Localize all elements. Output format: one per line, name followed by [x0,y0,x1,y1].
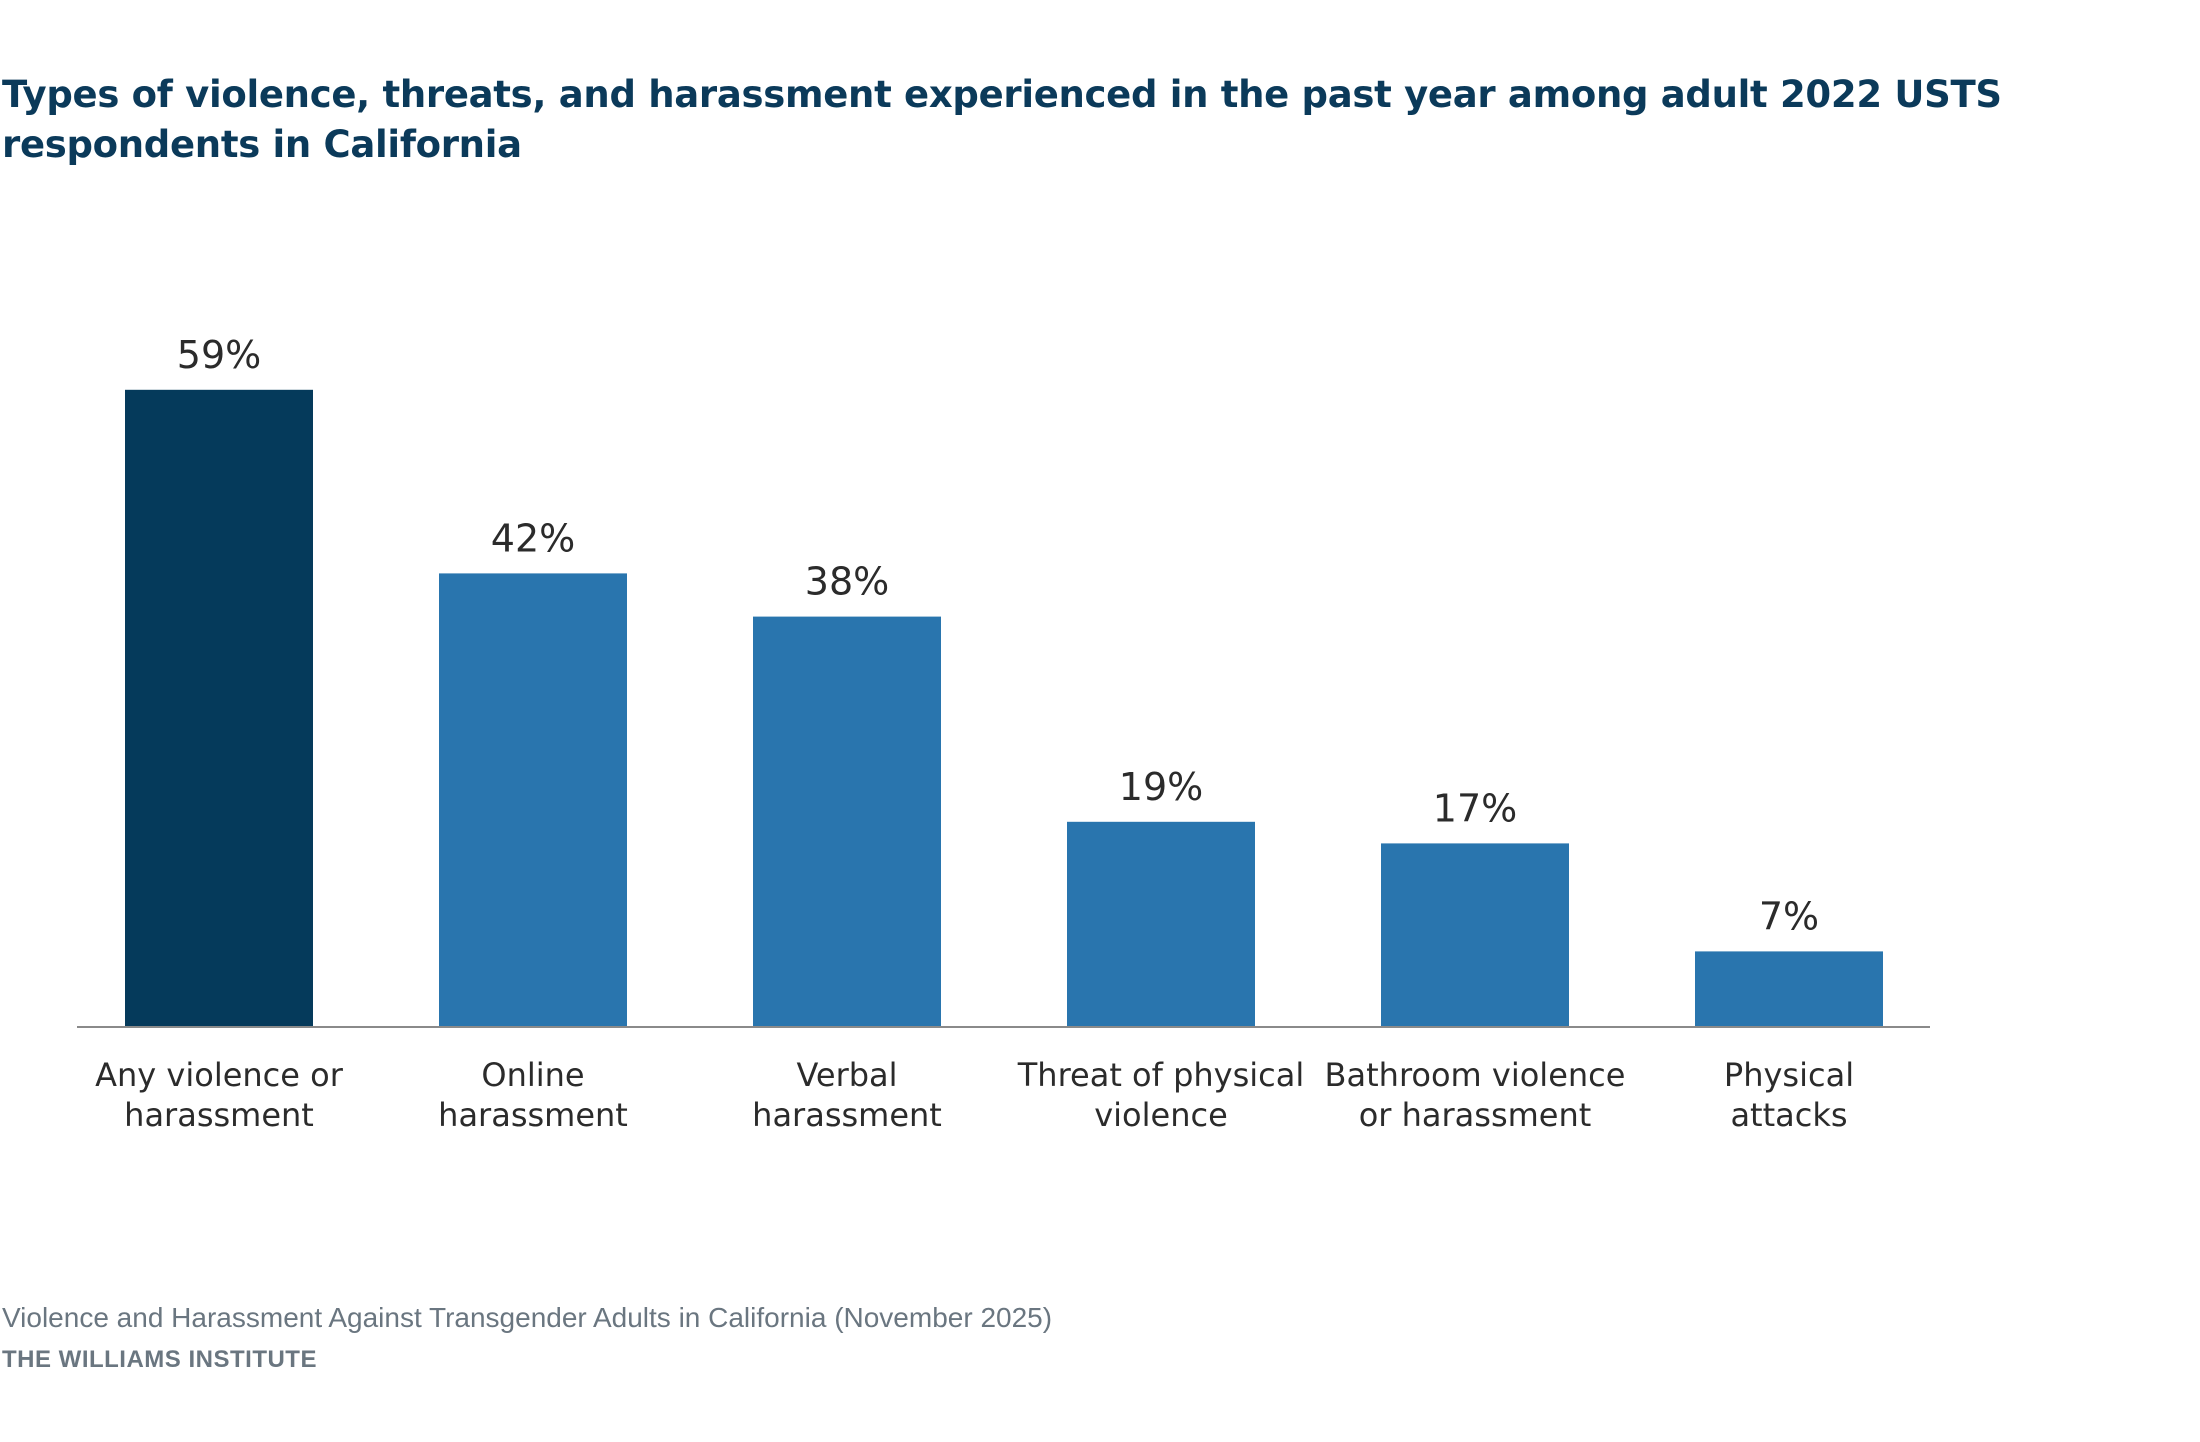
source-caption: Violence and Harassment Against Transgen… [2,1302,1053,1333]
category-label-3: Threat of physical violence [1017,1056,1305,1134]
bar-value-label-2: 38% [805,560,889,604]
bar-1 [439,573,627,1027]
bar-value-label-5: 7% [1759,894,1819,938]
bar-value-label-1: 42% [491,516,575,560]
bar-0 [125,389,313,1027]
chart-title: Types of violence, threats, and harassme… [2,73,2002,166]
bar-3 [1067,821,1255,1027]
category-label-5: Physical attacks [1724,1056,1854,1134]
category-label-1: Online harassment [438,1056,628,1134]
bar-value-label-3: 19% [1119,765,1203,809]
bars-layer [125,389,1883,1027]
category-label-2: Verbal harassment [752,1056,942,1134]
category-label-4: Bathroom violence or harassment [1325,1056,1626,1134]
institute-name: THE WILLIAMS INSTITUTE [2,1346,317,1373]
bar-value-label-4: 17% [1433,786,1517,830]
bar-2 [753,616,941,1027]
category-label-0: Any violence or harassment [95,1056,344,1134]
bar-5 [1695,951,1883,1027]
bar-4 [1381,843,1569,1027]
category-labels-layer: Any violence or harassment Online harassmen… [95,1056,1854,1134]
bar-value-label-0: 59% [177,333,261,377]
value-labels-layer: 59% 42% 38% 19% 17% 7% [177,333,1819,939]
